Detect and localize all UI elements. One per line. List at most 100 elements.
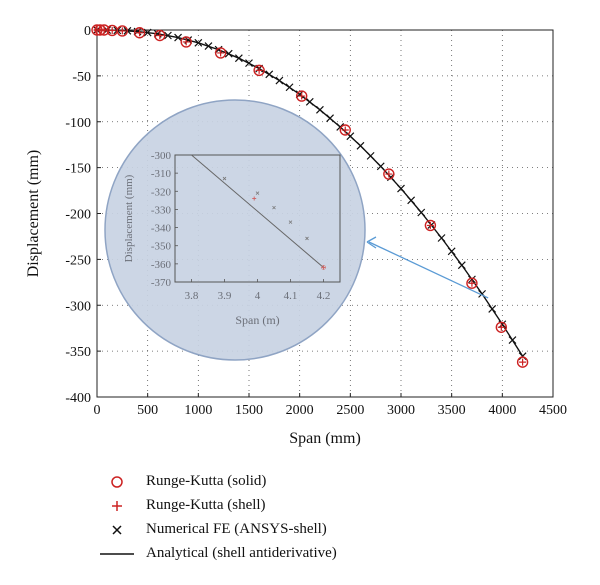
x-tick-label: 4500: [539, 403, 567, 418]
x-tick-label: 3000: [387, 403, 415, 418]
inset-y-tick-label: -360: [151, 259, 172, 271]
fe-point: [305, 97, 314, 106]
zoom-inset: 3.8 3.9 4 4.1 4.2 -300 -310 -320 -330 -340 -350 -36…: [104, 99, 489, 361]
legend: Runge-Kutta (solid) Runge-Kutta (shell) …: [100, 470, 580, 566]
legend-item-rk-solid: Runge-Kutta (solid): [100, 470, 580, 494]
rk-solid-point: [466, 277, 478, 289]
inset-fe-point: [272, 205, 276, 210]
rk-shell-point: [497, 323, 505, 331]
inset-y-tick-label: -330: [151, 204, 172, 216]
inset-y-tick-label: -310: [151, 168, 172, 180]
x-marker-icon: [112, 525, 122, 535]
inset-y-tick-label: -350: [151, 241, 172, 253]
inset-x-tick-label: 4.2: [317, 290, 331, 302]
x-tick-label: 1500: [235, 403, 263, 418]
legend-label: Numerical FE (ANSYS-shell): [146, 521, 327, 537]
fe-point: [518, 352, 527, 361]
legend-item-fe: Numerical FE (ANSYS-shell): [100, 518, 580, 542]
fe-point: [316, 105, 324, 114]
rk-solid-point: [253, 64, 265, 77]
fe-point: [224, 49, 233, 58]
rk-shell-point: [519, 358, 527, 366]
rk-solid-point: [516, 356, 529, 368]
inset-y-tick-label: -340: [151, 223, 172, 235]
plus-marker-icon: [112, 501, 122, 511]
inset-rk-shell-point: [321, 265, 326, 270]
y-axis-label: Displacement (mm): [25, 150, 42, 278]
inset-x-tick-label: 4.1: [284, 290, 298, 302]
y-tick-label: 0: [84, 24, 91, 39]
inset-fe-point: [222, 176, 227, 181]
rk-solid-point: [154, 29, 166, 42]
fe-point: [397, 184, 405, 193]
rk-solid-point: [383, 168, 395, 180]
fe-point: [336, 123, 345, 131]
x-tick-label: 2500: [336, 403, 364, 418]
legend-label: Analytical (shell antiderivative): [146, 545, 337, 561]
fe-point: [194, 38, 203, 47]
rk-solid-point: [424, 219, 437, 232]
inset-analytical-line: [191, 154, 324, 268]
rk-solid-point: [339, 124, 351, 136]
fe-point: [285, 83, 294, 92]
rk-shell-point: [468, 279, 476, 287]
fe-point: [265, 70, 274, 79]
inset-fe-point: [305, 236, 309, 241]
zoom-arrow-line: [368, 241, 489, 299]
inset-y-axis-label: Displacement (mm): [123, 174, 135, 262]
y-tick-label: -400: [65, 391, 91, 406]
rk-shell-point: [385, 170, 393, 178]
y-tick-label: -250: [65, 253, 91, 268]
rk-shell-point: [156, 32, 164, 40]
fe-point: [326, 114, 334, 123]
rk-shell-point: [298, 92, 306, 100]
fe-point: [174, 33, 182, 42]
rk-solid-point: [116, 25, 129, 37]
fe-point: [437, 234, 446, 242]
rk-shell-point: [341, 126, 349, 134]
fe-point: [366, 151, 375, 160]
axis-ticks: 0 500 1000 1500 2000 2500 3000 3500 4000 4500 0 -50…: [65, 24, 567, 418]
inset-fe-point: [288, 220, 293, 224]
rk-shell-point: [118, 27, 126, 35]
rk-solid-point: [295, 90, 308, 102]
fe-point: [447, 247, 456, 256]
fe-point: [457, 261, 466, 270]
fe-point: [376, 162, 385, 171]
inset-fe-point: [255, 191, 260, 195]
x-tick-label: 4000: [488, 403, 516, 418]
series-layer: [91, 24, 529, 368]
circle-marker-icon: [111, 476, 123, 488]
axis-labels: Span (mm) Displacement (mm): [25, 150, 361, 447]
fe-point: [468, 275, 476, 284]
fe-point: [234, 54, 243, 63]
fe-point: [164, 31, 172, 40]
rk-shell-point: [182, 38, 190, 46]
y-tick-label: -100: [65, 116, 91, 131]
inset-rk-shell-point: [252, 196, 257, 201]
rk-shell-point: [255, 66, 263, 74]
zoom-arrow-head: [366, 236, 377, 249]
inset-x-tick-label: 4: [255, 290, 261, 302]
y-tick-label: -50: [72, 70, 91, 85]
legend-item-rk-shell: Runge-Kutta (shell): [100, 494, 580, 518]
x-axis-label: Span (mm): [289, 430, 361, 447]
fe-point: [275, 76, 284, 85]
legend-label: Runge-Kutta (shell): [146, 497, 266, 513]
rk-solid-point: [180, 36, 192, 48]
line-marker-icon: [100, 553, 134, 555]
inset-y-tick-label: -300: [151, 150, 172, 162]
y-tick-label: -200: [65, 208, 91, 223]
rk-shell-point: [217, 49, 225, 57]
y-tick-label: -350: [65, 345, 91, 360]
fe-point: [204, 42, 213, 50]
x-tick-label: 500: [137, 403, 158, 418]
x-tick-label: 1000: [184, 403, 212, 418]
rk-shell-point: [108, 26, 116, 34]
x-tick-label: 3500: [438, 403, 466, 418]
legend-label: Runge-Kutta (solid): [146, 473, 267, 489]
y-tick-label: -300: [65, 299, 91, 314]
inset-x-axis-label: Span (m): [235, 313, 279, 327]
rk-shell-point: [100, 26, 108, 34]
